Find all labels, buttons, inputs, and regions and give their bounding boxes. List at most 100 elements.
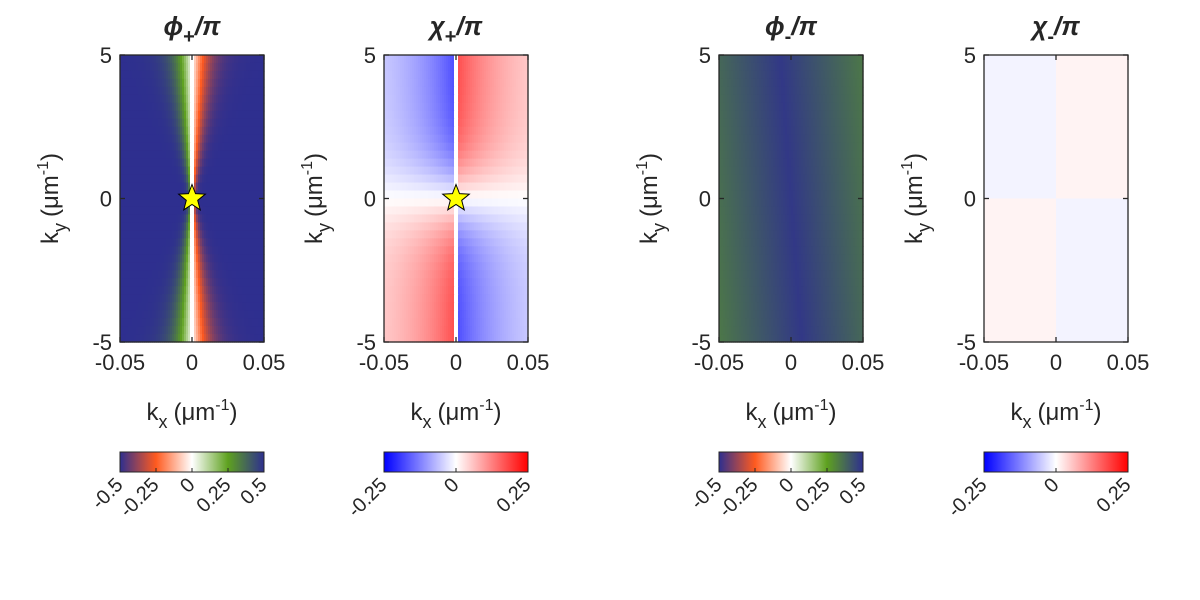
heatmap-cell — [248, 174, 251, 184]
heatmap-cell — [508, 78, 511, 88]
heatmap-cell — [216, 278, 219, 287]
heatmap-cell — [212, 86, 215, 96]
heatmap-cell — [160, 62, 163, 72]
heatmap-cell — [250, 254, 253, 263]
heatmap-cell — [250, 55, 253, 64]
heatmap-cell — [460, 86, 463, 96]
heatmap-cell — [148, 55, 151, 64]
heatmap-cell — [526, 118, 529, 128]
heatmap-cell — [138, 278, 141, 287]
heatmap-cell — [198, 262, 201, 271]
heatmap-cell — [176, 70, 179, 80]
heatmap-cell — [258, 334, 261, 343]
heatmap-cell — [416, 102, 419, 112]
heatmap-cell — [134, 86, 137, 96]
heatmap-cell — [406, 294, 409, 303]
heatmap-cell — [154, 286, 157, 295]
heatmap-cell — [138, 94, 141, 104]
heatmap-cell — [136, 142, 139, 152]
heatmap-cell — [496, 310, 499, 319]
heatmap-cell — [154, 55, 157, 64]
heatmap-cell — [152, 230, 155, 239]
heatmap-cell — [384, 302, 387, 311]
heatmap-cell — [452, 302, 455, 311]
heatmap-cell — [482, 142, 485, 152]
heatmap-cell — [206, 286, 209, 295]
heatmap-cell — [252, 70, 255, 80]
heatmap-cell — [168, 142, 171, 152]
heatmap-cell — [500, 118, 503, 128]
heatmap-cell — [460, 246, 463, 255]
heatmap-cell — [192, 110, 195, 120]
heatmap-cell — [488, 190, 491, 200]
heatmap-cell — [224, 190, 227, 200]
heatmap-cell — [216, 334, 219, 343]
heatmap-cell — [124, 230, 127, 239]
heatmap-cell — [130, 102, 133, 112]
heatmap-cell — [430, 182, 433, 192]
heatmap-cell — [516, 206, 519, 216]
heatmap-cell — [508, 214, 511, 224]
heatmap-cell — [454, 78, 457, 88]
heatmap-cell — [152, 262, 155, 271]
heatmap-cell — [524, 246, 527, 255]
heatmap-cell — [480, 62, 483, 72]
heatmap-cell — [524, 158, 527, 168]
heatmap-cell — [140, 78, 143, 88]
heatmap-cell — [226, 150, 229, 160]
heatmap-cell — [154, 62, 157, 72]
heatmap-cell — [470, 126, 473, 136]
heatmap-cell — [388, 238, 391, 247]
heatmap-cell — [176, 270, 179, 279]
heatmap-cell — [444, 238, 447, 247]
heatmap-cell — [150, 246, 153, 255]
heatmap-cell — [402, 158, 405, 168]
heatmap-cell — [122, 102, 125, 112]
heatmap-cell — [454, 254, 457, 263]
title-tail: /π — [194, 11, 221, 41]
heatmap-cell — [226, 62, 229, 72]
heatmap-cell — [154, 158, 157, 168]
heatmap-cell — [226, 142, 229, 152]
heatmap-cell — [384, 254, 387, 263]
heatmap-cell — [192, 158, 195, 168]
heatmap-cell — [206, 118, 209, 128]
heatmap-cell — [208, 230, 211, 239]
heatmap-cell — [210, 246, 213, 255]
heatmap-cell — [172, 230, 175, 239]
heatmap-cell — [162, 294, 165, 303]
heatmap-cell — [386, 134, 389, 144]
heatmap-cell — [168, 318, 171, 327]
heatmap-cell — [416, 230, 419, 239]
heatmap-cell — [186, 278, 189, 287]
heatmap-cell — [432, 230, 435, 239]
heatmap-cell — [398, 102, 401, 112]
heatmap-cell — [152, 62, 155, 72]
heatmap-cell — [424, 158, 427, 168]
heatmap-cell — [138, 102, 141, 112]
heatmap-cell — [484, 174, 487, 184]
heatmap-cell — [482, 262, 485, 271]
heatmap-cell — [238, 310, 241, 319]
heatmap-cell — [126, 166, 129, 176]
heatmap-cell — [246, 55, 249, 64]
heatmap-cell — [206, 94, 209, 104]
heatmap-cell — [428, 262, 431, 271]
heatmap-cell — [160, 246, 163, 255]
heatmap-cell — [432, 214, 435, 224]
heatmap-cell — [440, 310, 443, 319]
heatmap-cell — [196, 294, 199, 303]
heatmap-cell — [174, 158, 177, 168]
heatmap-cell — [206, 262, 209, 271]
heatmap-cell — [172, 126, 175, 136]
heatmap-cell — [468, 118, 471, 128]
heatmap-cell — [502, 254, 505, 263]
heatmap-cell — [470, 206, 473, 216]
heatmap-cell — [218, 62, 221, 72]
heatmap-cell — [452, 222, 455, 231]
heatmap-cell — [424, 262, 427, 271]
heatmap-cell — [222, 230, 225, 239]
heatmap-cell — [456, 78, 459, 88]
heatmap-cell — [192, 326, 195, 335]
heatmap-cell — [226, 262, 229, 271]
